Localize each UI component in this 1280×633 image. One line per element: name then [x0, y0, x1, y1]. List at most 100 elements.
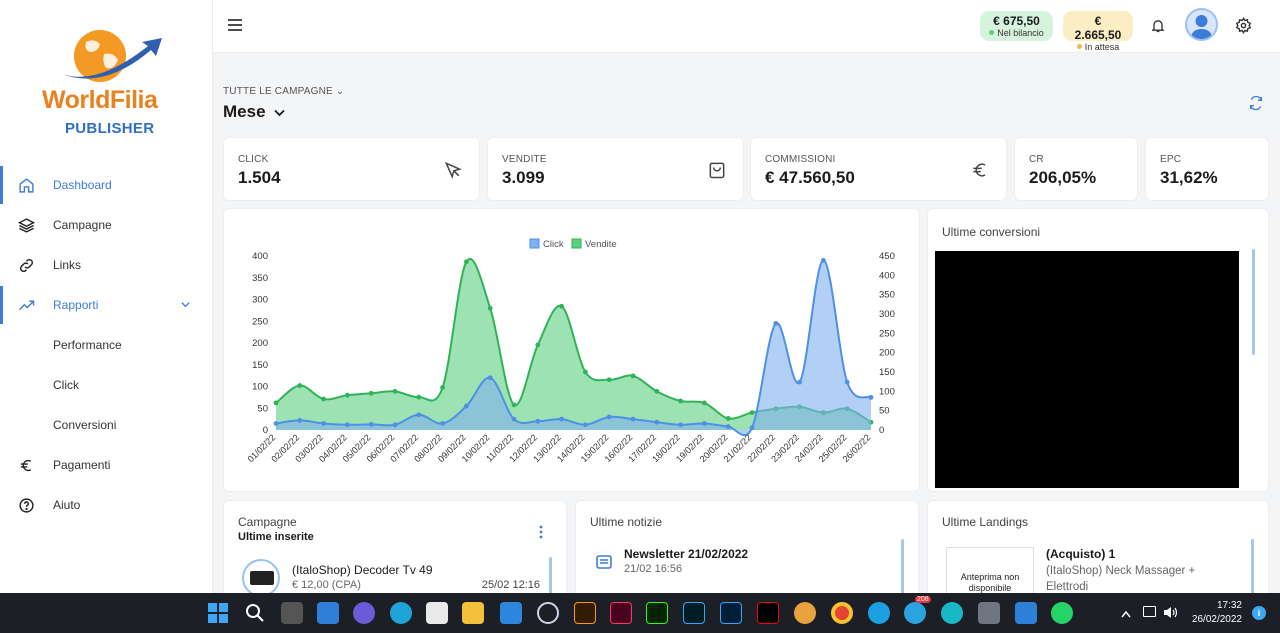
list-item[interactable]: (ItaloShop) Decoder Tv 49 € 12,00 (CPA) …	[242, 559, 552, 597]
campaign-price: € 12,00 (CPA)	[292, 579, 361, 591]
bell-icon[interactable]	[1150, 17, 1166, 34]
dreamweaver-icon[interactable]	[646, 602, 668, 624]
sidebar-subitem-performance[interactable]: Performance	[53, 338, 122, 352]
sidebar-item-campagne[interactable]: Campagne	[0, 205, 212, 245]
sidebar-item-links[interactable]: Links	[0, 245, 212, 285]
news-title: Ultime notizie	[590, 515, 663, 529]
gear-icon[interactable]	[1235, 17, 1252, 34]
search-icon[interactable]	[245, 603, 265, 623]
widgets-icon[interactable]	[317, 602, 339, 624]
data-point-click	[702, 421, 707, 426]
calculator-icon[interactable]	[978, 602, 1000, 624]
sidebar-item-dashboard[interactable]: Dashboard	[0, 165, 212, 205]
period-selector[interactable]: Mese	[223, 102, 285, 122]
taskbar-date[interactable]: 26/02/2022	[1191, 614, 1242, 625]
indesign-icon[interactable]	[610, 602, 632, 624]
y-right-tick-label: 450	[879, 251, 895, 262]
scrollbar[interactable]	[1252, 249, 1255, 355]
y-left-tick-label: 300	[252, 295, 268, 306]
avatar[interactable]	[1185, 8, 1218, 41]
data-point-click	[368, 421, 374, 427]
notepad-icon[interactable]	[1015, 602, 1037, 624]
windows-start-icon[interactable]	[208, 603, 228, 623]
data-point-click	[273, 421, 279, 426]
data-point-vendite	[678, 398, 683, 404]
scrollbar[interactable]	[1251, 539, 1254, 611]
mail-icon[interactable]	[500, 602, 522, 624]
y-left-tick-label: 0	[263, 425, 268, 436]
data-point-click	[440, 421, 445, 426]
brand-name: WorldFilia	[42, 86, 158, 114]
canva-icon[interactable]	[941, 602, 963, 624]
data-point-vendite	[440, 385, 445, 390]
kpi-label: CLICK	[238, 154, 269, 165]
stats-chart-card: 0 50 100 150 200 250 300 350 400 0 50 100 150 200 250 3…	[223, 208, 920, 492]
volume-icon[interactable]	[1163, 606, 1178, 619]
kpi-label: EPC	[1160, 154, 1182, 165]
data-point-click	[321, 421, 326, 426]
data-point-click	[630, 416, 636, 422]
data-point-vendite	[749, 410, 755, 415]
campaigns-subtitle: Ultime inserite	[238, 531, 314, 543]
data-point-vendite	[487, 305, 493, 311]
data-point-vendite	[606, 377, 612, 383]
news-date: 21/02 16:56	[624, 563, 683, 575]
brand-logo[interactable]: WorldFilia PUBLISHER	[38, 24, 178, 139]
data-point-click	[511, 416, 517, 422]
sidebar-subitem-click[interactable]: Click	[53, 378, 79, 392]
sidebar-item-label: Links	[53, 258, 82, 272]
kpi-value: 1.504	[238, 168, 281, 187]
network-icon[interactable]	[1143, 606, 1156, 617]
data-point-vendite	[416, 394, 422, 400]
scrollbar[interactable]	[901, 539, 904, 611]
chrome-icon[interactable]	[831, 602, 853, 624]
list-item[interactable]: Newsletter 21/02/2022 21/02 16:56	[594, 545, 894, 581]
chevron-up-icon[interactable]	[1121, 610, 1131, 618]
campaign-date: 25/02 12:16	[481, 579, 540, 591]
netflix-icon[interactable]	[757, 602, 779, 624]
illustrator-icon[interactable]	[574, 602, 596, 624]
notification-icon[interactable]: i	[1252, 606, 1266, 620]
sidebar-item-rapporti[interactable]: Rapporti	[0, 285, 212, 325]
balance-badge[interactable]: € 675,50 Nel bilancio	[980, 11, 1053, 41]
chevron-down-icon: ⌄	[335, 86, 345, 97]
campaign-filter[interactable]: TUTTE LE CAMPAGNE ⌄	[223, 86, 345, 97]
pending-amount: € 2.665,50	[1074, 14, 1122, 42]
pending-badge[interactable]: € 2.665,50 In attesa	[1063, 11, 1133, 52]
more-vertical-icon[interactable]	[538, 525, 544, 539]
conversions-card: Ultime conversioni	[927, 208, 1269, 492]
kpi-card-cr: CR 206,05%	[1014, 137, 1138, 201]
help-icon	[19, 498, 34, 513]
photos-icon[interactable]	[794, 602, 816, 624]
telegram-badge: 208	[915, 596, 931, 603]
legend-swatch	[529, 238, 540, 249]
sidebar-item-pagamenti[interactable]: Pagamenti	[0, 445, 212, 485]
lightroom-icon[interactable]	[683, 602, 705, 624]
menu-icon[interactable]	[227, 18, 243, 32]
refresh-icon[interactable]	[1248, 95, 1264, 111]
scrollbar[interactable]	[549, 557, 552, 611]
data-point-click	[749, 425, 755, 431]
pending-label: In attesa	[1071, 42, 1125, 53]
trending-icon	[18, 300, 35, 311]
bag-icon	[709, 162, 725, 179]
sidebar-item-aiuto[interactable]: Aiuto	[0, 485, 212, 525]
task-view-icon[interactable]	[281, 602, 303, 624]
data-point-click	[464, 403, 469, 409]
speedtest-icon[interactable]	[537, 602, 559, 624]
telegram-icon[interactable]: 208	[904, 596, 931, 624]
skype-icon[interactable]	[868, 602, 890, 624]
whatsapp-icon[interactable]	[1051, 602, 1073, 624]
photoshop-icon[interactable]	[720, 602, 742, 624]
sidebar-subitem-conversioni[interactable]: Conversioni	[53, 418, 117, 432]
sidebar: WorldFilia PUBLISHER Dashboard Campagne …	[0, 0, 213, 593]
edge-browser-icon[interactable]	[390, 602, 412, 624]
teams-chat-icon[interactable]	[353, 602, 375, 624]
file-explorer-icon[interactable]	[462, 602, 484, 624]
legend-label: Vendite	[585, 239, 617, 250]
series-area-click	[276, 260, 871, 436]
taskbar-time[interactable]: 17:32	[1216, 600, 1242, 611]
store-icon[interactable]	[426, 602, 448, 624]
y-left-tick-label: 50	[257, 403, 268, 414]
y-right-tick-label: 50	[879, 406, 890, 417]
